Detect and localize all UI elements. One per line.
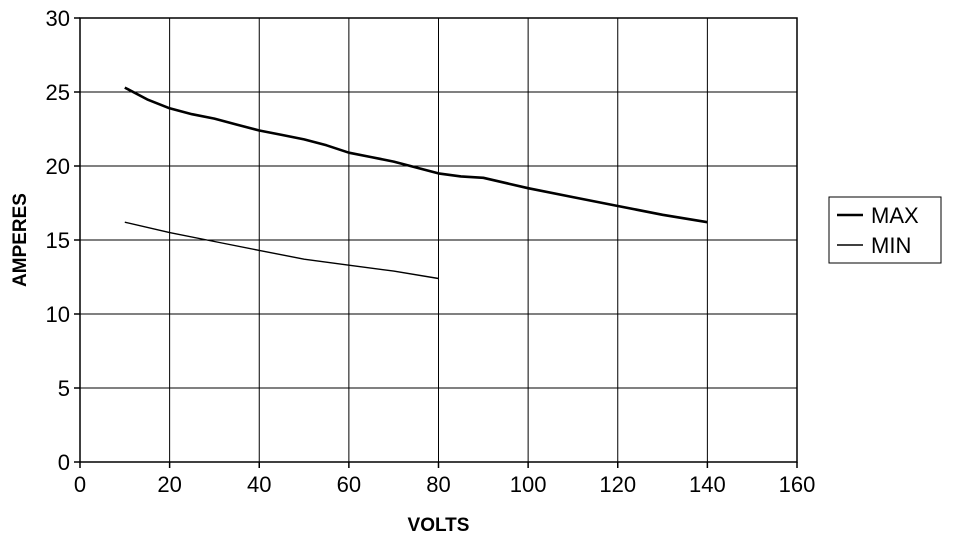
- x-tick-label: 100: [510, 472, 547, 497]
- x-tick-label: 80: [426, 472, 450, 497]
- series-line-max: [124, 86, 708, 224]
- y-axis-title: AMPERES: [10, 193, 31, 287]
- legend: MAX MIN: [828, 196, 942, 264]
- x-axis-title: VOLTS: [408, 515, 470, 536]
- y-tick-label: 15: [46, 228, 70, 253]
- legend-label-min: MIN: [871, 233, 911, 258]
- x-tick-label: 60: [337, 472, 361, 497]
- y-tick-label: 25: [46, 80, 70, 105]
- y-tick-label: 0: [58, 450, 70, 475]
- series-lines: [124, 86, 708, 280]
- y-tick-label: 20: [46, 154, 70, 179]
- axis-ticks: 0 20 40 60 80 100 120 140 160 0 5 10 15 20 25 30: [46, 6, 816, 497]
- x-tick-label: 20: [157, 472, 181, 497]
- y-tick-label: 10: [46, 302, 70, 327]
- y-tick-label: 5: [58, 376, 70, 401]
- legend-label-max: MAX: [871, 203, 919, 228]
- x-tick-label: 140: [689, 472, 726, 497]
- y-tick-label: 30: [46, 6, 70, 31]
- x-tick-label: 120: [599, 472, 636, 497]
- series-line-min: [124, 221, 439, 280]
- legend-box: [828, 196, 942, 264]
- x-tick-label: 40: [247, 472, 271, 497]
- x-tick-label: 160: [779, 472, 816, 497]
- x-tick-label: 0: [74, 472, 86, 497]
- gridlines: [79, 17, 798, 463]
